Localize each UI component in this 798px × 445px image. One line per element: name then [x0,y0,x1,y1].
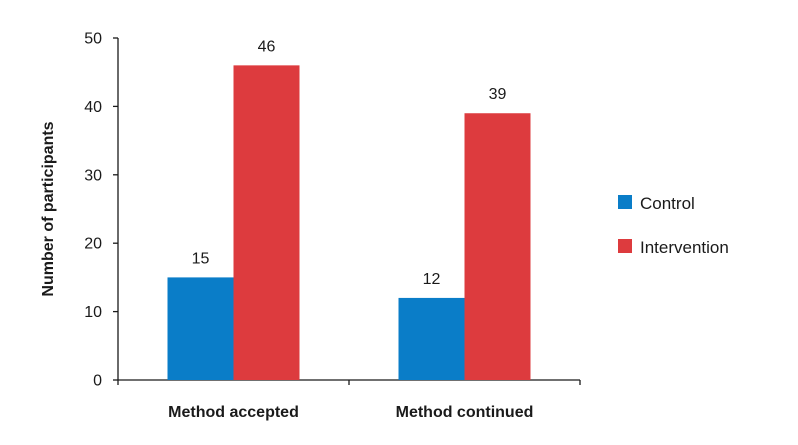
legend-label-control: Control [640,194,695,213]
data-label: 12 [423,271,441,288]
x-category-label: Method accepted [168,404,299,421]
data-label: 39 [489,86,507,103]
y-tick-label: 0 [93,373,102,390]
bar-control [398,297,465,380]
plot-area: 0 10 20 30 40 50 15 46 Method accepted 12 39 Method… [84,31,581,421]
bar-control [167,277,234,380]
bar-intervention [233,65,300,381]
legend-swatch-intervention [618,239,632,253]
legend-label-intervention: Intervention [640,238,729,257]
data-label: 15 [192,250,210,267]
bar-intervention [464,113,531,381]
x-category-label: Method continued [396,404,534,421]
y-tick-label: 20 [84,236,102,253]
y-tick-label: 10 [84,304,102,321]
legend: Control Intervention [618,194,729,257]
y-tick-label: 30 [84,167,102,184]
legend-swatch-control [618,195,632,209]
y-tick-label: 40 [84,99,102,116]
y-axis-title: Number of participants [40,121,57,296]
data-label: 46 [258,38,276,55]
y-tick-label: 50 [84,31,102,48]
